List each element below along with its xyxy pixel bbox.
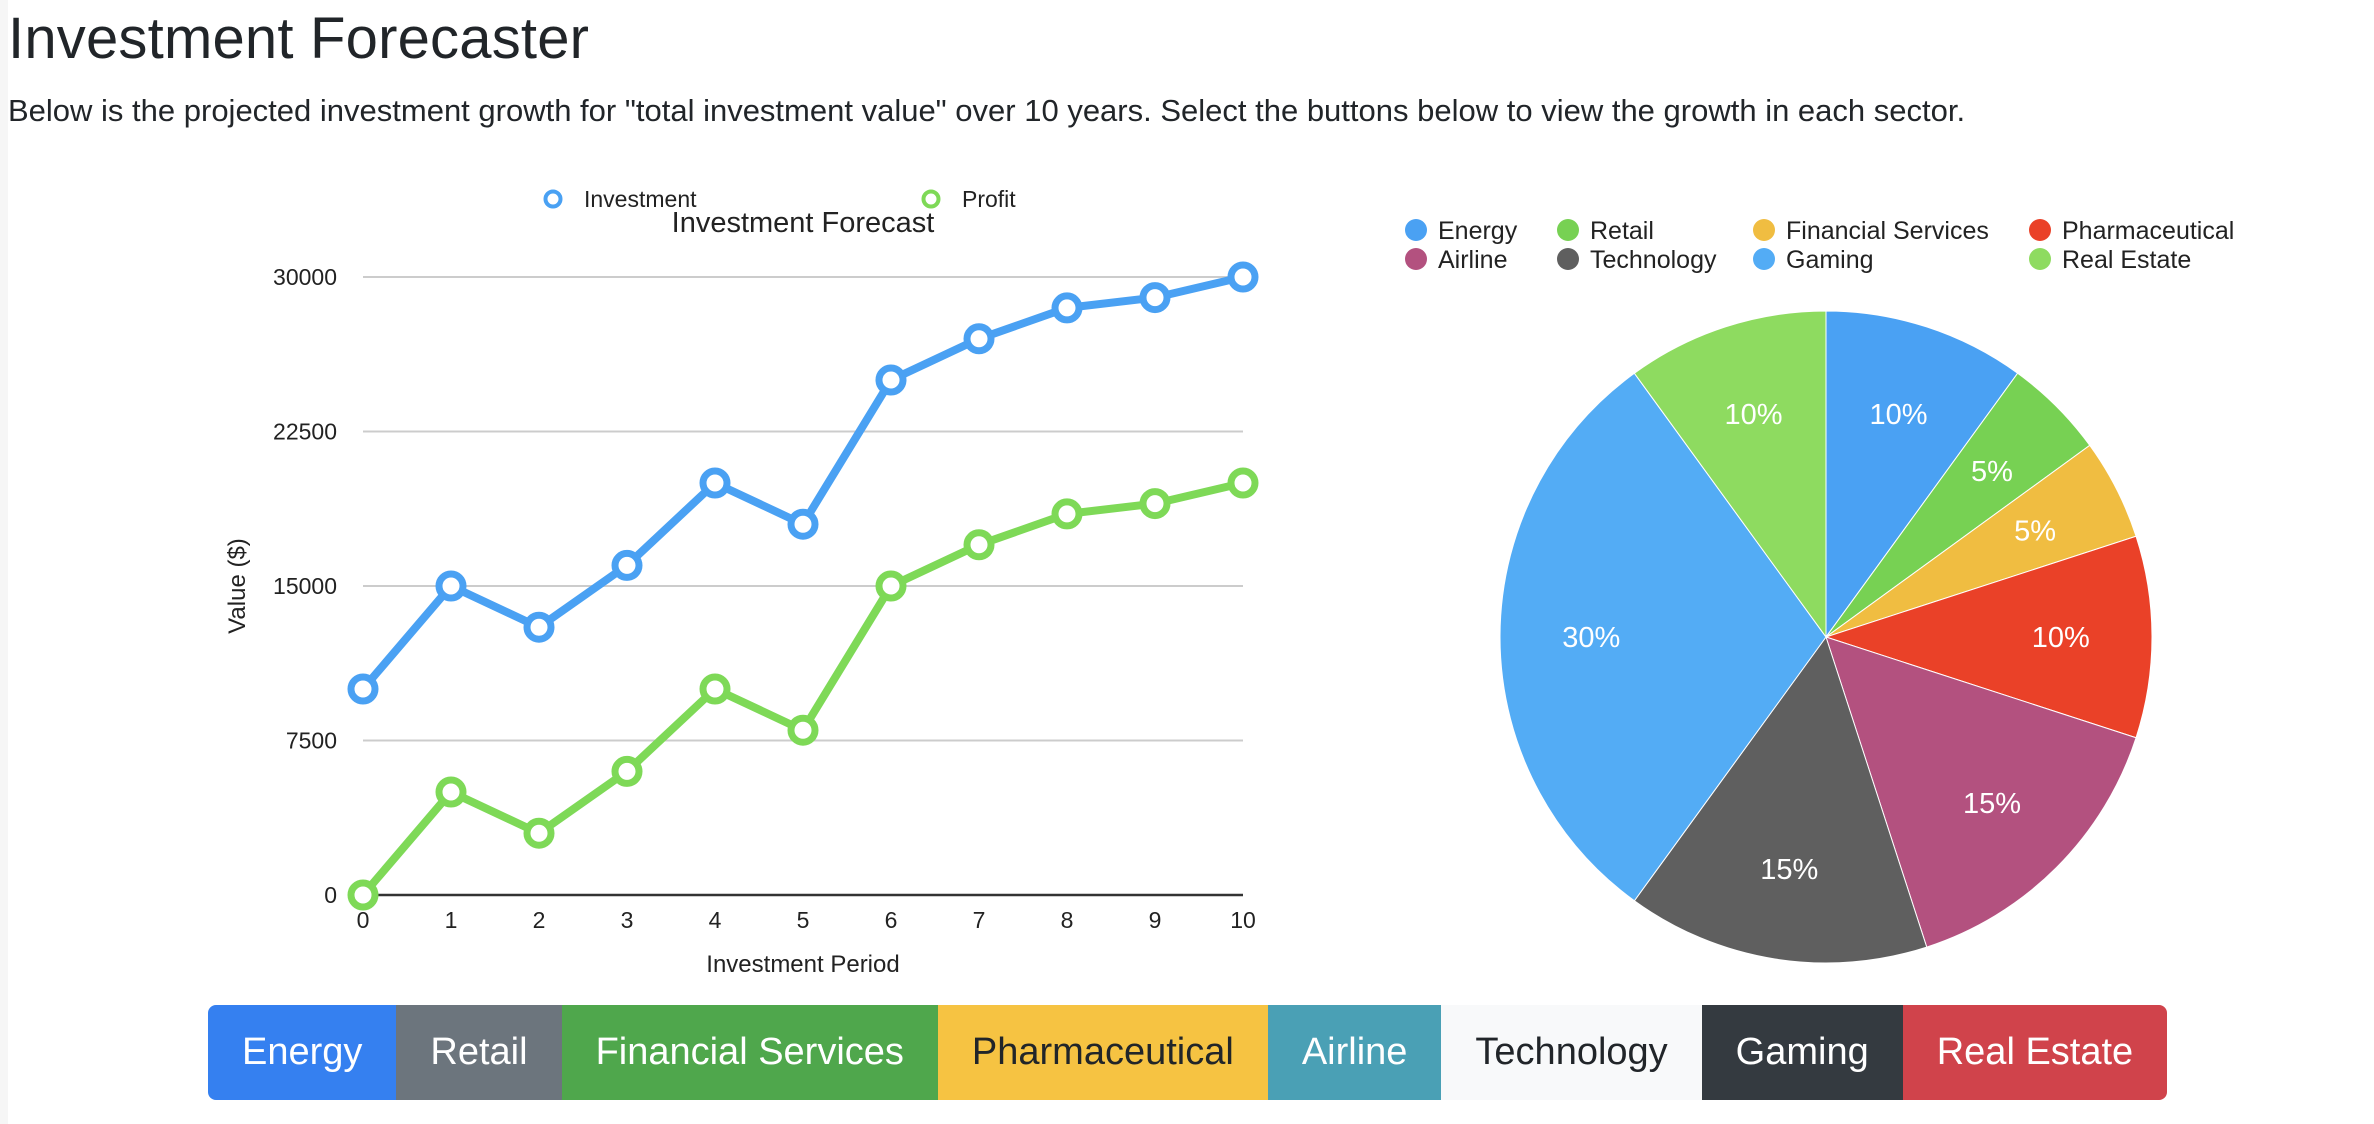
pie-slice xyxy=(1633,635,1928,964)
data-point xyxy=(787,508,819,540)
legend-label: Energy xyxy=(1438,217,1518,245)
pie-slice xyxy=(1825,310,2019,639)
data-point xyxy=(1139,488,1171,520)
page-title: Investment Forecaster xyxy=(8,6,590,71)
data-point xyxy=(435,570,467,602)
x-tick-label: 1 xyxy=(445,907,458,933)
legend-label: Technology xyxy=(1590,246,1717,274)
retail-button[interactable]: Retail xyxy=(396,1005,562,1100)
data-point xyxy=(1139,282,1171,314)
x-tick-label: 10 xyxy=(1230,907,1256,933)
data-point xyxy=(1051,292,1083,324)
legend-marker xyxy=(2029,248,2051,270)
legend-marker xyxy=(2029,219,2051,241)
data-point xyxy=(787,714,819,746)
legend-label: Investment xyxy=(584,186,697,212)
page-description: Below is the projected investment growth… xyxy=(8,93,1966,128)
y-tick-label: 22500 xyxy=(273,419,337,445)
slice-label: 10% xyxy=(1870,399,1928,431)
slice-label: 10% xyxy=(2032,622,2090,654)
x-tick-label: 0 xyxy=(357,907,370,933)
pie-slice xyxy=(1824,535,2153,739)
data-point xyxy=(963,529,995,561)
slice-label: 5% xyxy=(1971,456,2013,488)
legend-label: Airline xyxy=(1438,246,1507,274)
airline-button[interactable]: Airline xyxy=(1267,1005,1442,1100)
legend-marker xyxy=(1557,248,1579,270)
sector-button-group: Energy Retail Financial Services Pharmac… xyxy=(208,1005,2168,1100)
slice-label: 10% xyxy=(1724,399,1782,431)
data-point xyxy=(1227,467,1259,499)
investment-forecast-line-chart: 0 7500 15000 22500 30000 0 1 2 3 4 5 6 7 8 9 10 Investme… xyxy=(224,186,1259,978)
y-tick-label: 7500 xyxy=(286,728,337,754)
data-point xyxy=(611,549,643,581)
x-axis-label: Investment Period xyxy=(706,951,899,978)
legend-label: Profit xyxy=(962,186,1016,212)
x-tick-label: 8 xyxy=(1061,907,1074,933)
data-point xyxy=(963,323,995,355)
legend-marker xyxy=(543,189,563,209)
data-point xyxy=(523,611,555,643)
data-point xyxy=(347,673,379,705)
legend-marker xyxy=(1405,219,1427,241)
data-point xyxy=(875,570,907,602)
series-line xyxy=(359,273,1247,693)
legend-label: Financial Services xyxy=(1786,217,1989,245)
x-tick-label: 7 xyxy=(973,907,986,933)
y-tick-label: 30000 xyxy=(273,264,337,290)
slice-label: 15% xyxy=(1963,788,2021,820)
slice-label: 15% xyxy=(1760,854,1818,886)
x-tick-label: 4 xyxy=(709,907,722,933)
legend-marker xyxy=(921,189,941,209)
slice-label: 30% xyxy=(1562,622,1620,654)
legend-marker xyxy=(1753,248,1775,270)
data-point xyxy=(1227,261,1259,293)
x-tick-label: 5 xyxy=(797,907,810,933)
pie-slice xyxy=(1499,372,1827,902)
x-tick-label: 6 xyxy=(885,907,898,933)
technology-button[interactable]: Technology xyxy=(1441,1005,1702,1100)
legend-marker xyxy=(1405,248,1427,270)
data-point xyxy=(1051,498,1083,530)
legend-marker xyxy=(1753,219,1775,241)
pie-slice xyxy=(1825,636,2137,948)
data-point xyxy=(611,755,643,787)
data-point xyxy=(347,879,379,911)
legend-label: Gaming xyxy=(1786,246,1874,274)
legend-label: Retail xyxy=(1590,217,1654,245)
chart-title: Investment Forecast xyxy=(672,207,935,239)
data-point xyxy=(435,776,467,808)
sector-allocation-pie-chart: Energy Retail Financial Services Pharmaceut… xyxy=(1405,217,2234,964)
energy-button[interactable]: Energy xyxy=(208,1005,397,1100)
financial-services-button[interactable]: Financial Services xyxy=(561,1005,938,1100)
data-point xyxy=(699,467,731,499)
y-axis-label: Value ($) xyxy=(224,538,251,634)
page-edge xyxy=(0,0,8,1124)
data-point xyxy=(523,817,555,849)
data-point xyxy=(699,673,731,705)
x-tick-label: 9 xyxy=(1149,907,1162,933)
gaming-button[interactable]: Gaming xyxy=(1701,1005,1903,1100)
pie-slice xyxy=(1633,310,1827,639)
x-tick-label: 2 xyxy=(533,907,546,933)
pharmaceutical-button[interactable]: Pharmaceutical xyxy=(937,1005,1268,1100)
y-tick-label: 0 xyxy=(324,882,337,908)
y-tick-label: 15000 xyxy=(273,573,337,599)
series-line xyxy=(359,479,1247,899)
legend-label: Real Estate xyxy=(2062,246,2191,274)
x-tick-label: 3 xyxy=(621,907,634,933)
slice-label: 5% xyxy=(2014,515,2056,547)
data-point xyxy=(875,364,907,396)
legend-marker xyxy=(1557,219,1579,241)
legend-label: Pharmaceutical xyxy=(2062,217,2234,245)
real-estate-button[interactable]: Real Estate xyxy=(1902,1005,2168,1100)
